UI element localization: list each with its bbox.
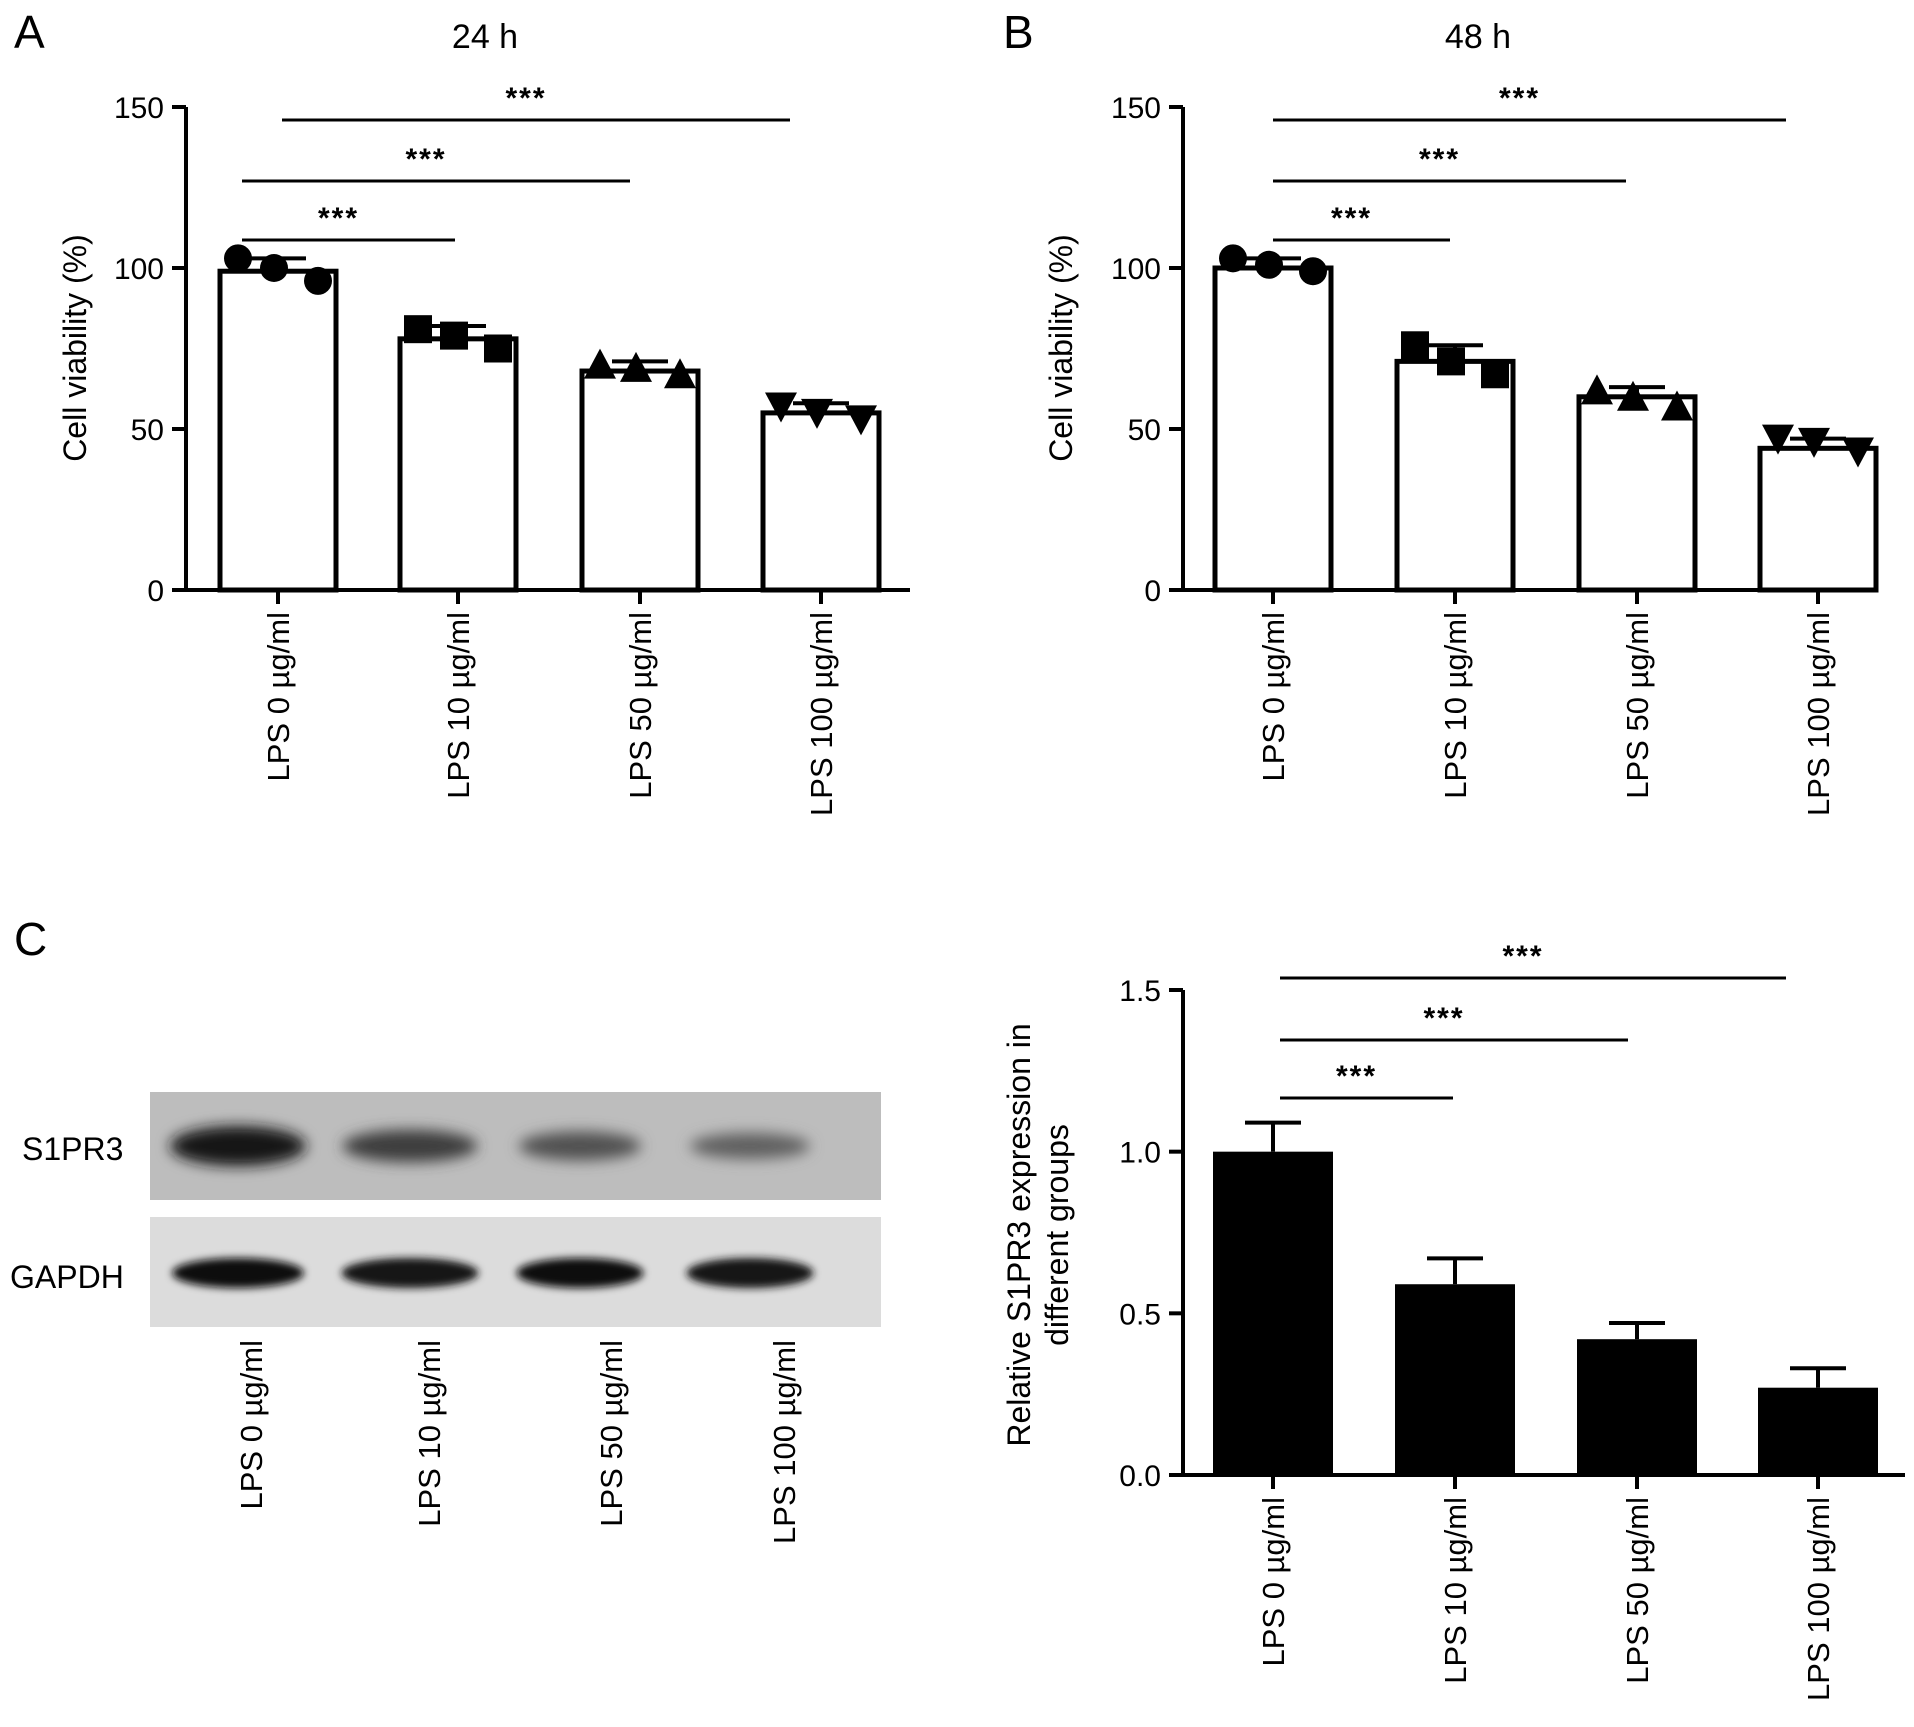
band-s1pr3 [690,1133,810,1159]
data-point [1401,331,1429,360]
y-axis-label-line: different groups [1039,1124,1075,1346]
data-point [440,321,468,350]
y-tick-label: 1.0 [1119,1137,1161,1170]
band-gapdh [686,1258,814,1288]
significance-label: *** [318,202,359,235]
blot-lane-label: LPS 100 µg/ml [767,1340,802,1544]
data-point [224,244,252,273]
y-tick-label: 0.5 [1119,1298,1161,1331]
blot-lane-label: LPS 50 µg/ml [594,1340,629,1527]
significance-label: *** [1499,82,1540,115]
bar [1576,394,1698,593]
band-gapdh [516,1258,644,1288]
y-axis-label: Cell viability (%) [57,234,93,462]
significance-label: *** [1336,1060,1377,1093]
chart-title: 24 h [452,18,518,56]
significance-label: *** [405,143,446,176]
x-tick-label: LPS 0 µg/ml [1256,1497,1291,1667]
x-tick-label: LPS 100 µg/ml [1801,1497,1836,1701]
x-tick-label: LPS 0 µg/ml [1256,612,1291,782]
bar [1212,265,1334,593]
x-tick-label: LPS 10 µg/ml [1438,1497,1473,1684]
x-tick-label: LPS 50 µg/ml [623,612,658,799]
x-tick-label: LPS 100 µg/ml [804,612,839,816]
panel-label-c: C [14,913,47,965]
data-point [845,405,877,436]
data-point [1437,347,1465,376]
blot-row-label-gapdh: GAPDH [10,1259,124,1295]
y-axis-label: Cell viability (%) [1043,234,1079,462]
data-point [304,266,332,295]
y-tick-label: 100 [1111,253,1161,286]
x-tick-label: LPS 10 µg/ml [441,612,476,799]
data-point [664,358,696,389]
y-tick-label: 50 [131,414,164,447]
y-axis-label: Relative S1PR3 expression indifferent gr… [1001,1023,1075,1446]
blot-lane-label: LPS 10 µg/ml [412,1340,447,1527]
bar [1577,1339,1697,1475]
chart-b-cell-viability-48h: 48 h 0 50 100 150 Cell viability (%) LPS 0 µg/… [1043,18,1879,816]
data-point [1762,424,1794,455]
significance-label: *** [1502,940,1543,973]
significance-label: *** [1423,1002,1464,1035]
y-tick-label: 1.5 [1119,975,1161,1008]
panel-label-a: A [14,6,45,58]
data-point [1481,360,1509,389]
bar [760,410,882,593]
data-point [260,254,288,282]
bar [1757,445,1879,593]
blot-lane-label: LPS 0 µg/ml [234,1340,269,1510]
bar [217,268,339,593]
x-tick-label: LPS 0 µg/ml [261,612,296,782]
blot-row-label-s1pr3: S1PR3 [22,1131,123,1167]
y-tick-label: 150 [1111,92,1161,125]
band-s1pr3 [342,1129,478,1163]
significance-label: *** [1331,202,1372,235]
band-gapdh [341,1258,479,1288]
data-point [484,334,512,363]
data-point [1842,437,1874,468]
chart-a-cell-viability-24h: 24 h 0 50 100 150 Cell viability (%) LPS 0 µg/… [57,18,910,816]
panel-label-b: B [1003,6,1034,58]
y-tick-label: 0.0 [1119,1460,1161,1493]
chart-c-relative-s1pr3-expression: 0.0 0.5 1.0 1.5 Relative S1PR3 expression in… [1001,940,1905,1701]
x-tick-label: LPS 100 µg/ml [1801,612,1836,816]
bar [1395,1284,1515,1475]
band-gapdh [172,1258,304,1288]
data-point [1661,390,1693,421]
data-point [1617,380,1649,411]
y-tick-label: 0 [147,575,164,608]
x-tick-label: LPS 50 µg/ml [1620,1497,1655,1684]
bar [397,336,519,593]
data-point [1798,427,1830,458]
bar [1213,1151,1333,1475]
data-point [584,348,616,379]
y-tick-label: 100 [114,253,164,286]
y-tick-label: 50 [1128,414,1161,447]
bar [579,368,701,593]
data-point [1299,257,1327,286]
data-point [765,392,797,423]
y-tick-label: 150 [114,92,164,125]
western-blot: S1PR3 GAPDH LPS 0 µg/ml LPS 10 µg/ml LPS 5… [10,1092,881,1544]
data-point [801,398,833,429]
data-point [404,315,432,344]
chart-title: 48 h [1445,18,1511,56]
data-point [1581,374,1613,405]
data-point [620,351,652,382]
band-s1pr3 [518,1131,642,1161]
y-axis-label-line: Relative S1PR3 expression in [1001,1023,1037,1446]
significance-label: *** [1419,143,1460,176]
x-tick-label: LPS 10 µg/ml [1438,612,1473,799]
data-point [1219,244,1247,273]
significance-label: *** [505,82,546,115]
y-tick-label: 0 [1144,575,1161,608]
bar [1394,358,1516,593]
x-tick-label: LPS 50 µg/ml [1620,612,1655,799]
data-point [1255,250,1283,279]
bar [1758,1387,1878,1475]
band-s1pr3 [170,1126,306,1166]
